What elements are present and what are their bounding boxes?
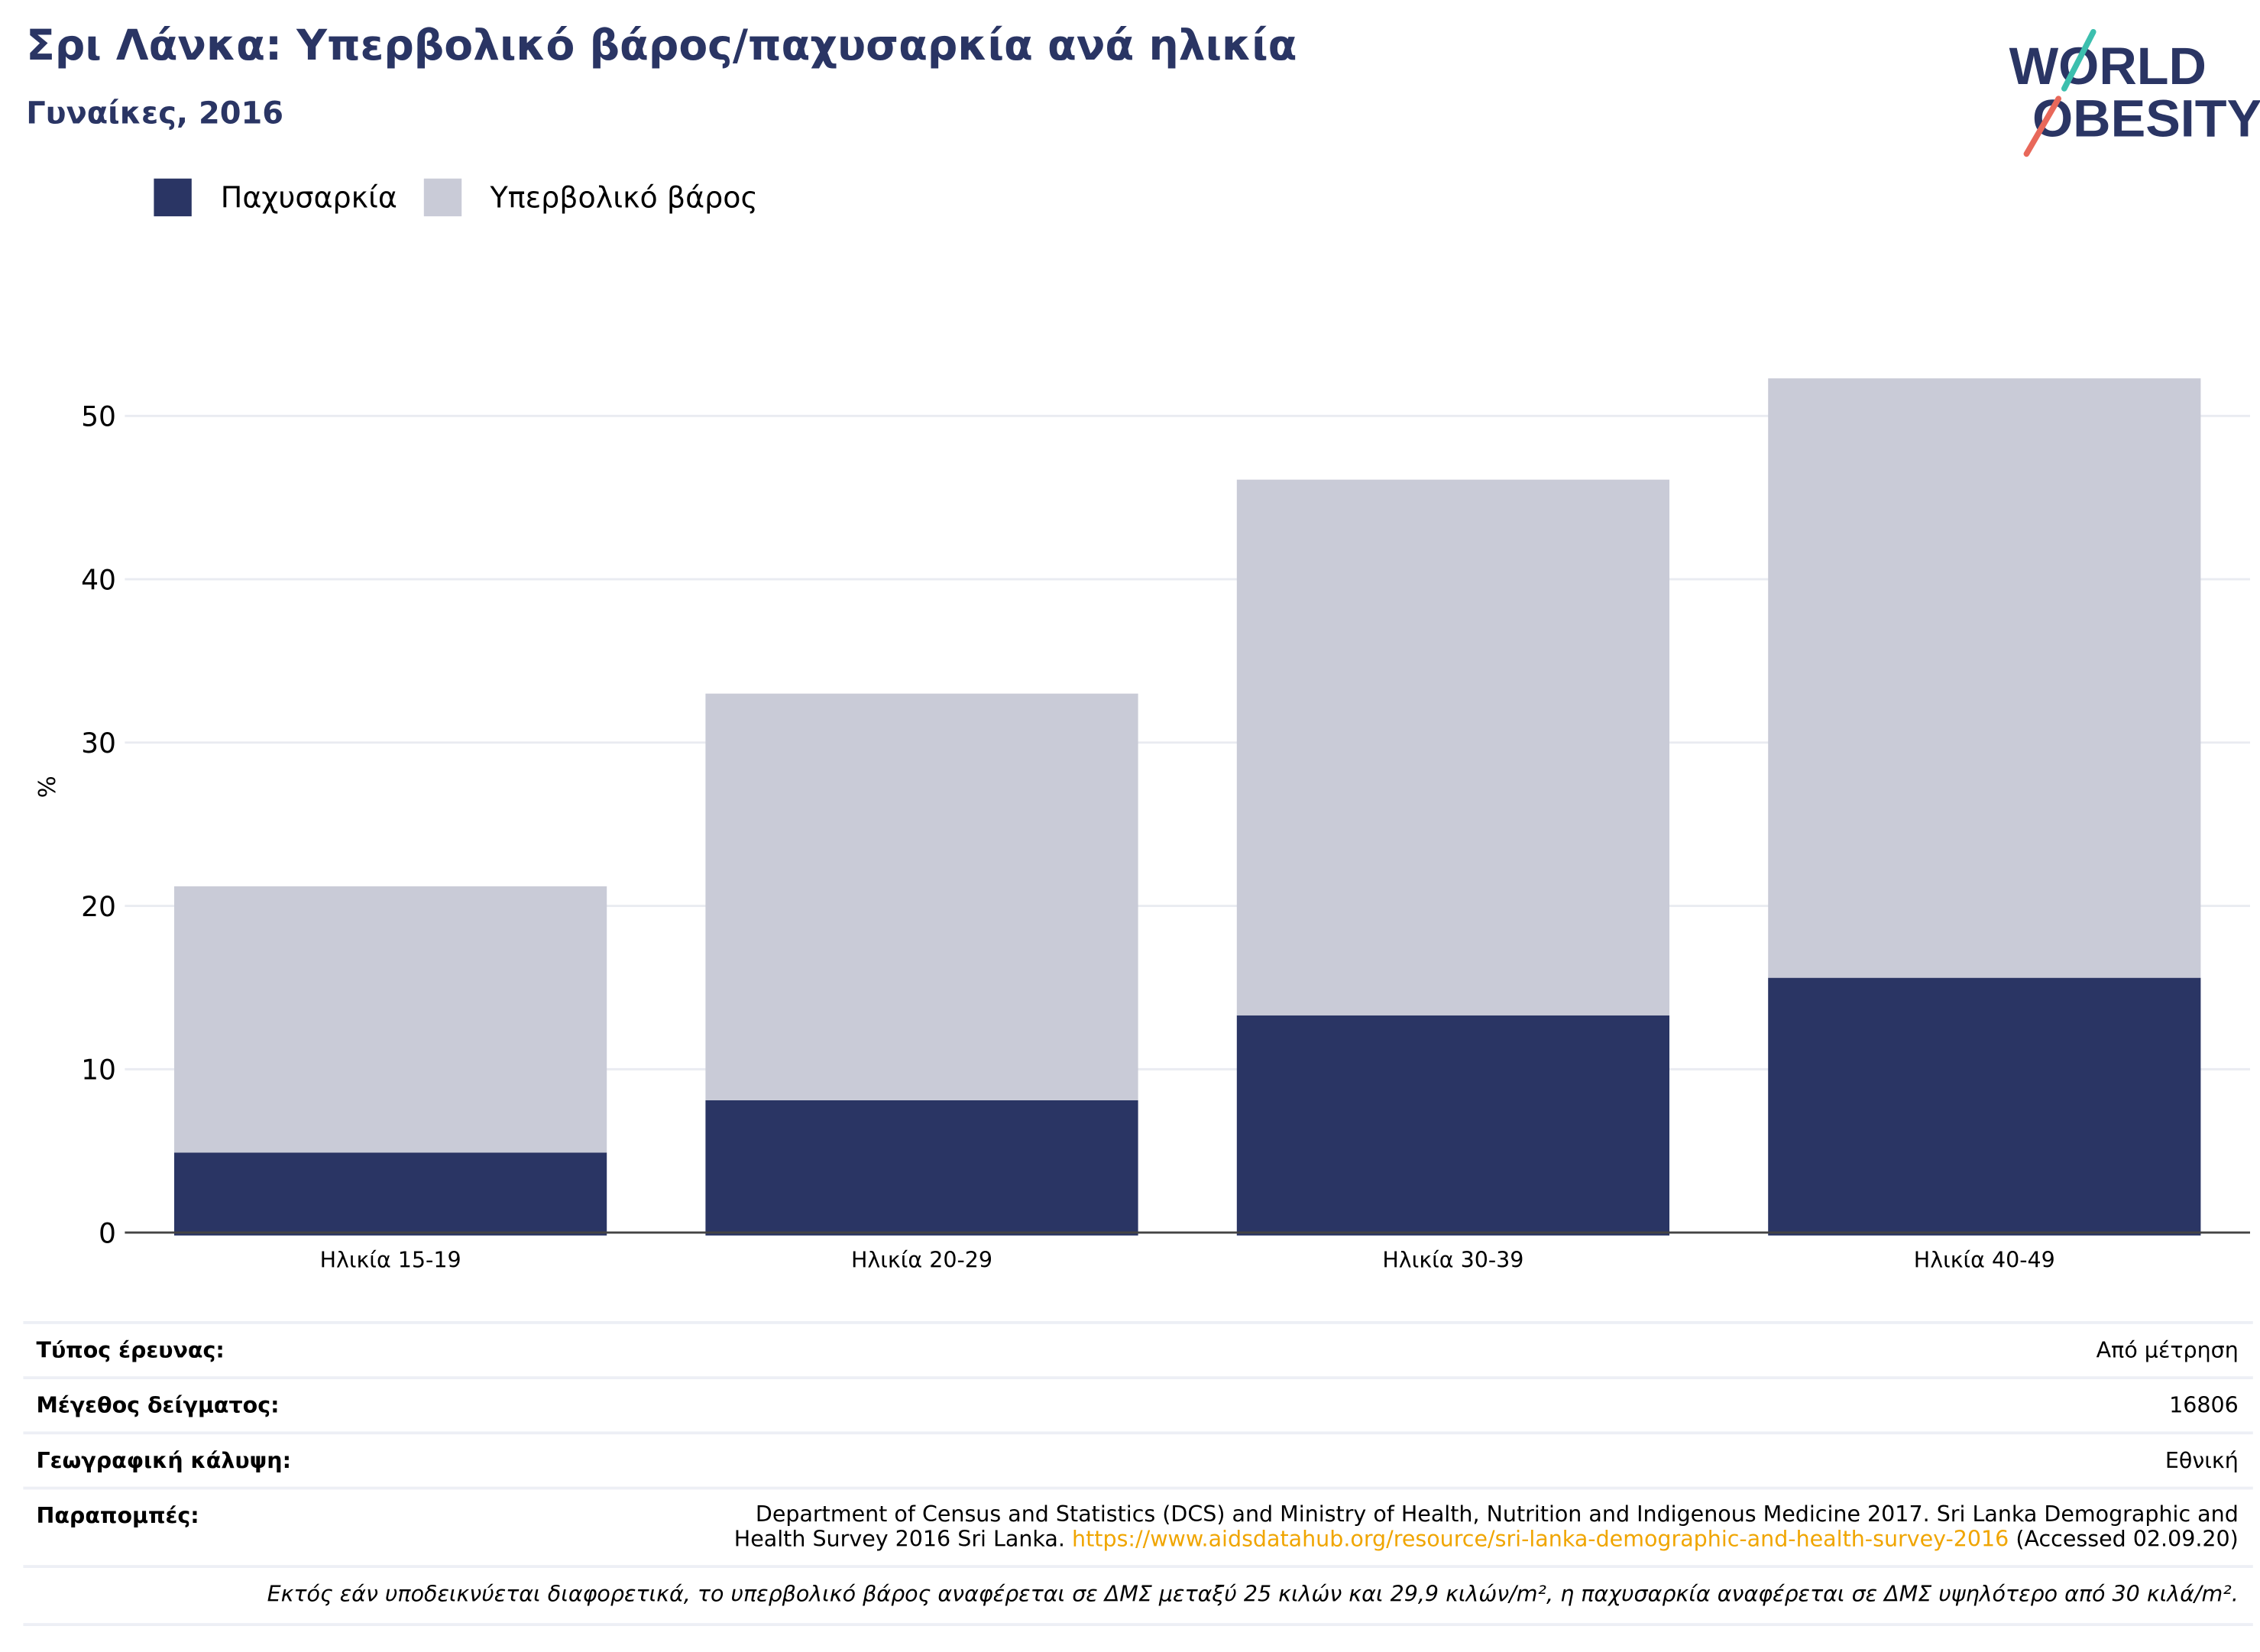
info-row-sample-size: Μέγεθος δείγματος: 16806 — [23, 1376, 2253, 1434]
legend-swatch-overweight — [423, 178, 461, 217]
x-tick-label-3: Ηλικία 30-39 — [1382, 1248, 1523, 1273]
legend-label-overweight: Υπερβολικό βάρος — [490, 180, 758, 215]
logo-line-world: WORLD — [2009, 37, 2207, 96]
references-link[interactable]: https://www.aidsdatahub.org/resource/sri… — [1072, 1525, 2009, 1553]
references-value: Department of Census and Statistics (DCS… — [497, 1501, 2239, 1553]
bar-obesity-3 — [1236, 1015, 1669, 1236]
bar-chart: 0 10 20 30 40 50% Ηλικία 15-19 Ηλικία 20-29 Ηλικ… — [34, 378, 2250, 1273]
x-tick-label-2: Ηλικία 20-29 — [851, 1248, 992, 1273]
legend-item-overweight: Υπερβολικό βάρος — [423, 178, 758, 217]
page-subtitle: Γυναίκες, 2016 — [26, 96, 284, 131]
bar-overweight-4 — [1768, 378, 2201, 978]
legend-label-obesity: Παχυσαρκία — [220, 180, 397, 215]
y-tick-label-30: 30 — [81, 727, 116, 760]
bar-overweight-3 — [1236, 479, 1669, 1015]
bar-obesity-2 — [705, 1100, 1138, 1236]
chart-legend: Παχυσαρκία Υπερβολικό βάρος — [154, 174, 784, 221]
legend-swatch-obesity — [154, 178, 192, 217]
survey-type-label: Τύπος έρευνας: — [36, 1336, 225, 1364]
info-row-footnote: Εκτός εάν υποδεικνύεται διαφορετικά, το … — [23, 1565, 2253, 1626]
coverage-value: Εθνική — [2164, 1447, 2239, 1474]
y-tick-label-10: 10 — [81, 1054, 116, 1087]
references-accessed: (Accessed 02.09.20) — [2016, 1525, 2239, 1553]
y-tick-label-20: 20 — [81, 891, 116, 923]
logo-slash-upper — [2061, 29, 2096, 92]
y-tick-label-40: 40 — [81, 564, 116, 596]
info-row-references: Παραπομπές: Department of Census and Sta… — [23, 1486, 2253, 1568]
bar-overweight-2 — [705, 693, 1138, 1100]
legend-item-obesity: Παχυσαρκία — [154, 178, 397, 217]
references-text-line1: Department of Census and Statistics (DCS… — [755, 1501, 2239, 1527]
x-tick-label-1: Ηλικία 15-19 — [320, 1248, 461, 1273]
footnote-text: Εκτός εάν υποδεικνύεται διαφορετικά, το … — [267, 1581, 2239, 1608]
bar-obesity-4 — [1768, 977, 2201, 1236]
y-tick-label-50: 50 — [81, 401, 116, 433]
logo-slash-lower — [2023, 96, 2062, 157]
logo-line-obesity: OBESITY — [2032, 90, 2260, 148]
sample-size-value: 16806 — [2169, 1392, 2239, 1419]
survey-type-value: Από μέτρηση — [2096, 1336, 2239, 1364]
x-tick-label-4: Ηλικία 40-49 — [1914, 1248, 2055, 1273]
y-axis-label: % — [34, 776, 61, 798]
references-label: Παραπομπές: — [36, 1502, 199, 1529]
page-title: Σρι Λάνκα: Υπερβολικό βάρος/παχυσαρκία α… — [26, 20, 1297, 70]
sample-size-label: Μέγεθος δείγματος: — [36, 1392, 280, 1419]
bar-overweight-1 — [174, 886, 607, 1153]
world-obesity-logo: WORLD OBESITY — [2009, 29, 2260, 157]
bar-obesity-1 — [174, 1152, 607, 1236]
info-row-survey-type: Τύπος έρευνας: Από μέτρηση — [23, 1321, 2253, 1379]
y-tick-label-0: 0 — [99, 1217, 116, 1249]
references-text-line2: Health Survey 2016 Sri Lanka. — [733, 1525, 1065, 1553]
info-row-coverage: Γεωγραφική κάλυψη: Εθνική — [23, 1431, 2253, 1489]
coverage-label: Γεωγραφική κάλυψη: — [36, 1447, 291, 1474]
